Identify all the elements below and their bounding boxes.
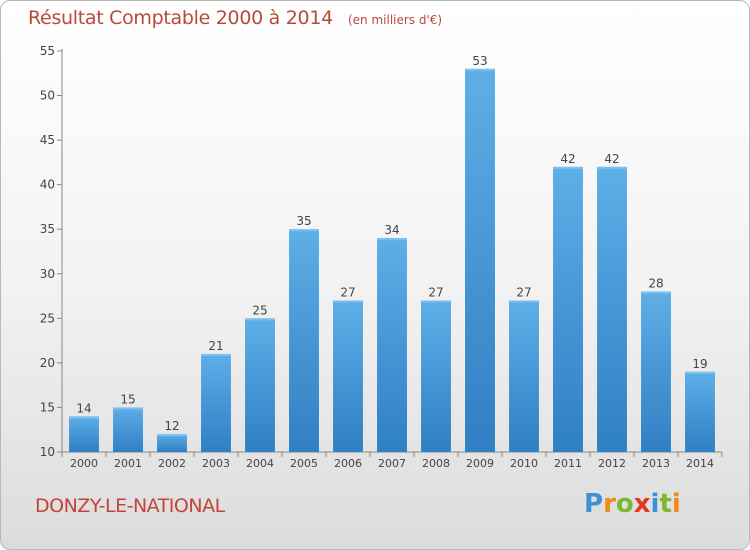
data-label: 53 [472, 54, 487, 68]
data-label: 42 [604, 152, 619, 166]
bar [421, 300, 451, 452]
data-label: 15 [120, 392, 135, 406]
x-tick-label: 2007 [378, 457, 406, 470]
logo-letter: x [633, 489, 651, 519]
y-tick-label: 55 [40, 44, 55, 58]
y-tick-label: 50 [40, 89, 55, 103]
logo-letter: r [603, 489, 616, 519]
bar-highlight [509, 300, 539, 303]
bar [289, 229, 319, 452]
bar [553, 166, 583, 452]
bar [509, 300, 539, 452]
data-label: 21 [208, 339, 223, 353]
y-tick-label: 10 [40, 445, 55, 459]
bar [69, 416, 99, 452]
data-label: 27 [428, 286, 443, 300]
bar-highlight [465, 68, 495, 71]
y-tick-label: 35 [40, 222, 55, 236]
x-tick-label: 2011 [554, 457, 582, 470]
x-tick-label: 2001 [114, 457, 142, 470]
x-tick-label: 2013 [642, 457, 670, 470]
bar [641, 291, 671, 452]
bar [157, 434, 187, 452]
bar-highlight [113, 407, 143, 410]
proxiti-logo[interactable]: Proxiti [584, 489, 681, 519]
commune-name: DONZY-LE-NATIONAL [35, 495, 225, 517]
data-label: 25 [252, 303, 267, 317]
x-tick-label: 2002 [158, 457, 186, 470]
y-tick-label: 45 [40, 133, 55, 147]
logo-letter: t [659, 489, 672, 519]
bar-highlight [377, 238, 407, 241]
x-tick-label: 2004 [246, 457, 274, 470]
x-tick-label: 2010 [510, 457, 538, 470]
bar-highlight [157, 434, 187, 437]
logo-letter: o [615, 489, 634, 519]
y-tick-label: 15 [40, 400, 55, 414]
y-tick-label: 40 [40, 178, 55, 192]
data-label: 34 [384, 223, 399, 237]
x-tick-label: 2006 [334, 457, 362, 470]
bar-highlight [553, 166, 583, 169]
bar-highlight [333, 300, 363, 303]
data-label: 35 [296, 214, 311, 228]
chart-title: Résultat Comptable 2000 à 2014 [28, 7, 333, 29]
bar [597, 166, 627, 452]
data-label: 19 [692, 357, 707, 371]
bar [333, 300, 363, 452]
data-label: 27 [516, 286, 531, 300]
bar-highlight [641, 291, 671, 294]
bar-highlight [201, 353, 231, 356]
y-tick-label: 30 [40, 267, 55, 281]
x-tick-label: 2009 [466, 457, 494, 470]
bar [245, 318, 275, 452]
bar-highlight [685, 371, 715, 374]
bar-highlight [289, 229, 319, 232]
y-tick-label: 20 [40, 356, 55, 370]
data-label: 14 [76, 401, 91, 415]
chart-unit: (en milliers d'€) [347, 13, 443, 27]
x-tick-label: 2014 [686, 457, 714, 470]
bar [201, 353, 231, 452]
data-label: 12 [164, 419, 179, 433]
bar [465, 68, 495, 453]
x-tick-label: 2012 [598, 457, 626, 470]
bar-highlight [69, 416, 99, 419]
bar-highlight [597, 166, 627, 169]
x-tick-label: 2003 [202, 457, 230, 470]
bar [685, 371, 715, 452]
x-tick-label: 2000 [70, 457, 98, 470]
logo-letter: P [584, 489, 604, 519]
chart-header: Résultat Comptable 2000 à 2014 (en milli… [28, 7, 442, 29]
bar-highlight [421, 300, 451, 303]
data-label: 27 [340, 286, 355, 300]
logo-letter: i [650, 489, 660, 519]
bar-highlight [245, 318, 275, 321]
logo-letter: i [671, 489, 681, 519]
y-tick-label: 25 [40, 311, 55, 325]
data-label: 42 [560, 152, 575, 166]
data-label: 28 [648, 277, 663, 291]
x-tick-label: 2005 [290, 457, 318, 470]
x-tick-label: 2008 [422, 457, 450, 470]
bar [377, 238, 407, 452]
bar [113, 407, 143, 452]
